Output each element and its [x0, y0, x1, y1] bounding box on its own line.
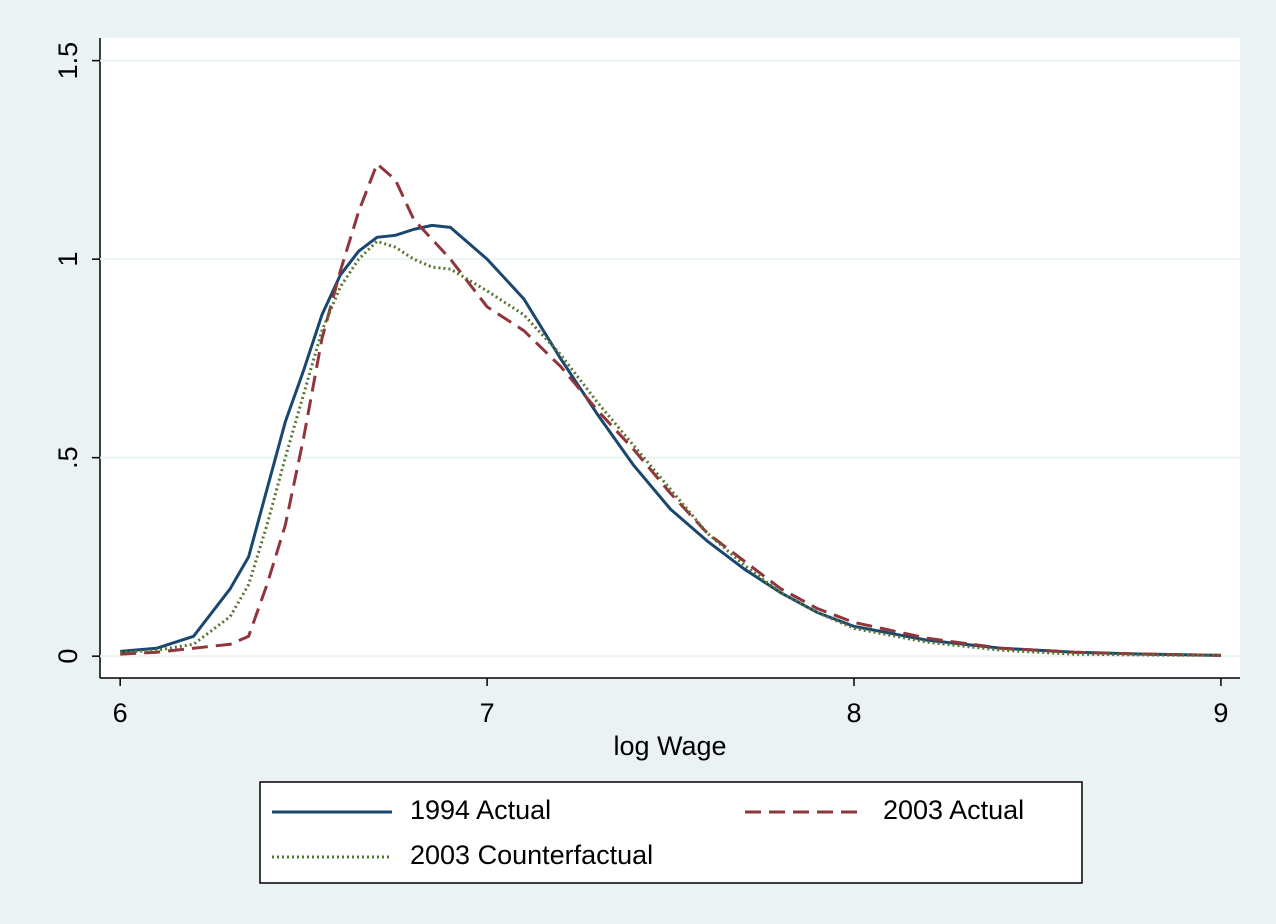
data-line [120, 223, 1221, 657]
data-line [120, 162, 1221, 657]
plot-area [100, 38, 1240, 678]
y-tick-label: 0 [53, 649, 83, 664]
data-line [120, 239, 1221, 657]
legend-label: 1994 Actual [410, 795, 551, 825]
legend [259, 781, 1083, 884]
x-axis-title: log Wage [613, 731, 726, 761]
y-tick-label: 1.5 [53, 42, 83, 80]
y-tick-label: .5 [53, 446, 83, 469]
legend-label: 2003 Counterfactual [410, 840, 653, 870]
x-tick-label: 6 [113, 698, 128, 728]
x-tick-label: 8 [846, 698, 861, 728]
x-tick-label: 7 [480, 698, 495, 728]
legend-label: 2003 Actual [883, 795, 1024, 825]
y-tick-label: 1 [53, 252, 83, 267]
x-tick-label: 9 [1213, 698, 1228, 728]
